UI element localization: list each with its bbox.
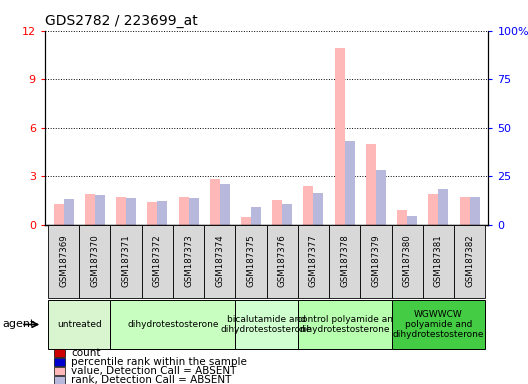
Bar	[178, 197, 188, 225]
Text: GSM187372: GSM187372	[153, 235, 162, 288]
Text: GSM187376: GSM187376	[278, 235, 287, 288]
Bar	[188, 198, 199, 225]
Bar	[147, 202, 157, 225]
Bar	[210, 179, 220, 225]
FancyBboxPatch shape	[110, 225, 142, 298]
FancyBboxPatch shape	[329, 225, 360, 298]
Bar	[335, 48, 345, 225]
FancyBboxPatch shape	[298, 225, 329, 298]
Text: GSM187373: GSM187373	[184, 235, 193, 288]
Text: WGWWCW
polyamide and
dihydrotestosterone: WGWWCW polyamide and dihydrotestosterone	[393, 310, 484, 339]
Text: GDS2782 / 223699_at: GDS2782 / 223699_at	[45, 14, 197, 28]
Text: rank, Detection Call = ABSENT: rank, Detection Call = ABSENT	[71, 375, 232, 384]
Bar	[282, 204, 293, 225]
Text: percentile rank within the sample: percentile rank within the sample	[71, 357, 247, 367]
Bar	[314, 193, 324, 225]
Bar	[407, 217, 417, 225]
FancyBboxPatch shape	[110, 300, 235, 349]
Bar	[438, 189, 448, 225]
Bar	[304, 186, 314, 225]
Bar	[95, 195, 105, 225]
Bar	[54, 376, 65, 384]
Bar	[397, 210, 407, 225]
FancyBboxPatch shape	[235, 225, 267, 298]
Bar	[54, 358, 65, 366]
Text: control polyamide an
dihydrotestosterone: control polyamide an dihydrotestosterone	[297, 315, 393, 334]
Text: GSM187380: GSM187380	[403, 235, 412, 288]
Text: GSM187382: GSM187382	[465, 235, 474, 288]
Text: GSM187370: GSM187370	[90, 235, 99, 288]
Text: GSM187369: GSM187369	[59, 235, 68, 288]
Text: agent: agent	[3, 319, 35, 329]
FancyBboxPatch shape	[298, 300, 392, 349]
Bar	[54, 349, 65, 357]
FancyBboxPatch shape	[48, 225, 79, 298]
Bar	[63, 199, 73, 225]
Bar	[220, 184, 230, 225]
Bar	[54, 367, 65, 375]
Text: GSM187374: GSM187374	[215, 235, 224, 288]
FancyBboxPatch shape	[392, 225, 423, 298]
Text: GSM187381: GSM187381	[434, 235, 443, 288]
Bar	[428, 194, 438, 225]
Bar	[272, 200, 282, 225]
Bar	[376, 170, 386, 225]
FancyBboxPatch shape	[360, 225, 392, 298]
Text: dihydrotestosterone: dihydrotestosterone	[127, 320, 219, 329]
Text: GSM187379: GSM187379	[372, 235, 381, 288]
Text: untreated: untreated	[57, 320, 101, 329]
Bar	[116, 197, 126, 225]
Text: GSM187375: GSM187375	[247, 235, 256, 288]
Text: GSM187371: GSM187371	[121, 235, 130, 288]
FancyBboxPatch shape	[48, 300, 110, 349]
Bar	[460, 197, 470, 225]
Bar	[54, 204, 63, 225]
Bar	[126, 198, 136, 225]
FancyBboxPatch shape	[235, 300, 298, 349]
FancyBboxPatch shape	[142, 225, 173, 298]
Bar	[241, 217, 251, 225]
Bar	[345, 141, 355, 225]
FancyBboxPatch shape	[204, 225, 235, 298]
Text: value, Detection Call = ABSENT: value, Detection Call = ABSENT	[71, 366, 237, 376]
Text: count: count	[71, 348, 101, 358]
FancyBboxPatch shape	[423, 225, 454, 298]
Bar	[251, 207, 261, 225]
FancyBboxPatch shape	[392, 300, 485, 349]
Text: bicalutamide and
dihydrotestosterone: bicalutamide and dihydrotestosterone	[221, 315, 313, 334]
Text: GSM187377: GSM187377	[309, 235, 318, 288]
FancyBboxPatch shape	[267, 225, 298, 298]
Bar	[470, 197, 479, 225]
FancyBboxPatch shape	[454, 225, 485, 298]
FancyBboxPatch shape	[173, 225, 204, 298]
Bar	[85, 194, 95, 225]
Bar	[157, 201, 167, 225]
Bar	[366, 144, 376, 225]
FancyBboxPatch shape	[79, 225, 110, 298]
Text: GSM187378: GSM187378	[340, 235, 349, 288]
